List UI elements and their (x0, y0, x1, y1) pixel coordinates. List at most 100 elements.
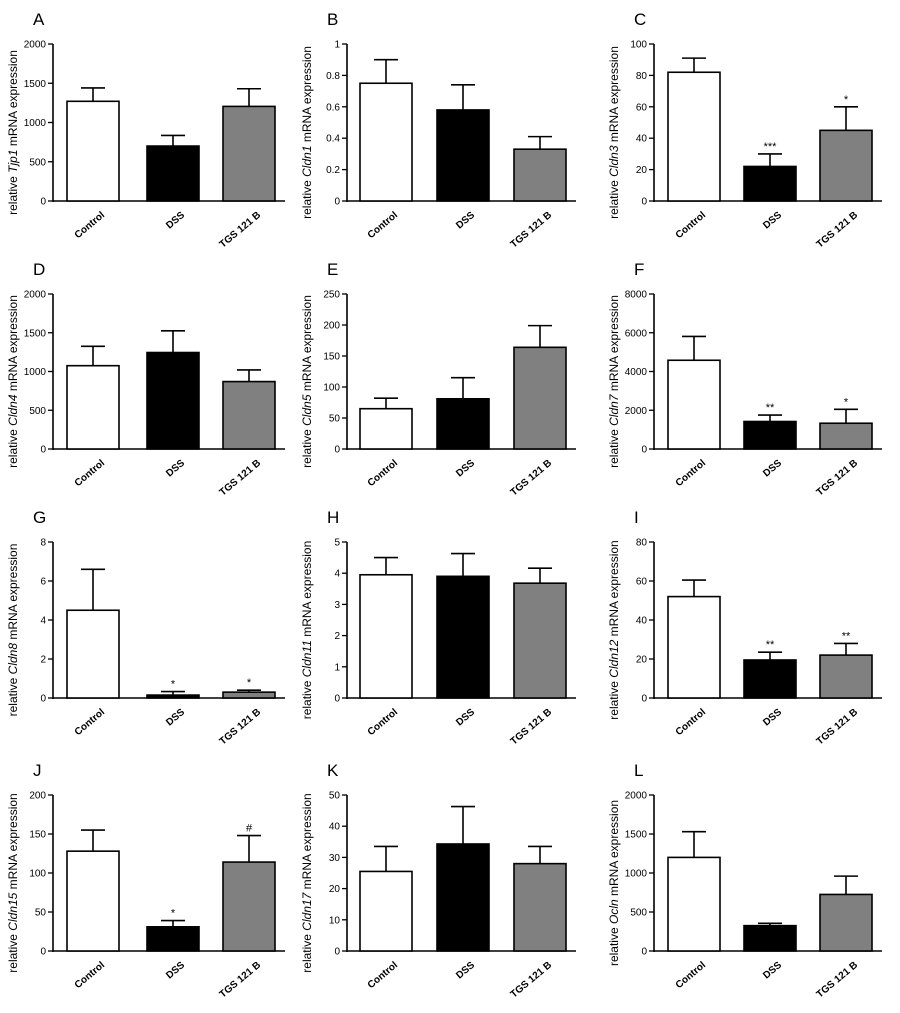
significance-mark: * (171, 679, 176, 691)
category-label: TGS 121 B (218, 458, 263, 499)
significance-mark: * (844, 94, 849, 106)
y-axis-label: relative Tjp1 mRNA expression (6, 50, 20, 215)
y-tick-label: 0.2 (326, 165, 340, 176)
y-tick-label: 150 (29, 830, 46, 841)
y-tick-label: 0 (641, 197, 647, 208)
bar-tgs-121-b (222, 105, 276, 202)
category-label: DSS (454, 458, 477, 480)
category-label: DSS (454, 707, 477, 729)
y-tick-label: 0 (641, 445, 647, 456)
y-tick-label: 2000 (625, 791, 648, 802)
y-tick-label: 1 (334, 40, 340, 51)
bar-control (667, 71, 721, 202)
gene-name: Cldn8 (6, 643, 20, 675)
category-label: TGS 121 B (815, 960, 860, 1001)
gene-name: Cldn17 (300, 891, 314, 930)
y-tick-label: 60 (636, 577, 648, 588)
panel-d: D 0 500 1000 1500 2000 relative Cldn4 mRNA exp… (6, 260, 285, 498)
y-tick-label: 4 (40, 616, 46, 627)
y-axis-label: relative Cldn15 mRNA expression (6, 793, 20, 972)
category-label: DSS (761, 707, 784, 729)
panel-l: L 0 500 1000 1500 2000 relative Ocln mRNA expr… (607, 761, 882, 1000)
panel-letter: L (634, 761, 643, 780)
panel-letter: I (634, 508, 639, 527)
y-tick-label: 6 (40, 577, 46, 588)
y-axis-label: relative Cldn8 mRNA expression (6, 544, 20, 717)
category-label: Control (366, 210, 400, 241)
gene-name: Cldn12 (607, 639, 621, 677)
category-label: TGS 121 B (218, 960, 263, 1001)
bar-dss (146, 926, 200, 952)
bar-dss (146, 145, 200, 202)
y-axis-label: relative Cldn1 mRNA expression (300, 46, 314, 219)
category-label: Control (73, 707, 107, 738)
y-tick-label: 2 (334, 631, 340, 642)
y-tick-label: 100 (323, 383, 340, 394)
y-tick-label: 40 (636, 134, 648, 145)
y-axis-label: relative Cldn3 mRNA expression (607, 46, 621, 219)
y-tick-label: 1500 (24, 328, 47, 339)
bar-control (66, 364, 120, 450)
category-label: TGS 121 B (815, 210, 860, 251)
y-tick-label: 1 (334, 662, 340, 673)
y-tick-label: 2 (40, 655, 46, 666)
y-tick-label: 4000 (625, 367, 648, 378)
panel-letter: E (327, 260, 338, 279)
panel-letter: H (327, 508, 339, 527)
bar-dss (743, 924, 797, 952)
panel-h: H 0 1 2 3 4 5 relative Cldn11 mRNA expression Co… (300, 508, 576, 747)
y-tick-label: 0 (40, 694, 46, 705)
bar-tgs-121-b (819, 654, 873, 699)
category-label: Control (674, 458, 708, 489)
y-axis-label: relative Cldn7 mRNA expression (607, 295, 621, 468)
panel-letter: B (327, 10, 338, 29)
y-tick-label: 1000 (625, 869, 648, 880)
significance-mark: * (247, 677, 252, 689)
bar-control (66, 100, 120, 202)
y-tick-label: 40 (636, 616, 648, 627)
y-tick-label: 0 (641, 694, 647, 705)
category-label: DSS (761, 458, 784, 480)
bar-dss (436, 397, 490, 450)
y-tick-label: 20 (636, 655, 648, 666)
gene-name: Tjp1 (6, 150, 20, 173)
panel-f: F 0 2000 4000 6000 8000 relative Cldn7 mRNA ex… (607, 260, 882, 498)
panel-letter: K (327, 761, 339, 780)
gene-name: Cldn4 (6, 394, 20, 426)
y-tick-label: 1500 (625, 830, 648, 841)
y-tick-label: 0 (334, 694, 340, 705)
significance-mark: ** (766, 402, 775, 414)
panel-g: G 0 2 4 6 8 relative Cldn8 mRNA expression Cont… (6, 508, 285, 747)
bar-tgs-121-b (513, 148, 567, 202)
bar-tgs-121-b (222, 861, 276, 952)
y-tick-label: 500 (29, 406, 46, 417)
bar-dss (743, 659, 797, 699)
category-label: DSS (164, 210, 187, 232)
panel-letter: A (33, 10, 45, 29)
category-label: TGS 121 B (509, 960, 554, 1001)
category-label: TGS 121 B (815, 458, 860, 499)
significance-mark: * (844, 396, 849, 408)
panel-b: B 0 0.2 0.4 0.6 0.8 1 relative Cldn1 mRNA expre… (300, 10, 576, 250)
y-tick-label: 50 (329, 791, 341, 802)
y-tick-label: 1000 (24, 367, 47, 378)
category-label: Control (73, 210, 107, 241)
bar-control (667, 595, 721, 699)
category-label: DSS (164, 458, 187, 480)
bar-control (667, 856, 721, 952)
y-tick-label: 0 (40, 947, 46, 958)
y-tick-label: 150 (323, 352, 340, 363)
bar-dss (436, 109, 490, 202)
bar-tgs-121-b (513, 346, 567, 450)
significance-mark: * (171, 908, 176, 920)
category-label: TGS 121 B (509, 707, 554, 748)
category-label: TGS 121 B (218, 707, 263, 748)
y-tick-label: 0 (641, 947, 647, 958)
panel-j: J 0 50 100 150 200 relative Cldn15 mRNA expres… (6, 761, 285, 1000)
y-tick-label: 8000 (625, 290, 648, 301)
y-tick-label: 0 (40, 445, 46, 456)
y-tick-label: 10 (329, 915, 341, 926)
bar-tgs-121-b (513, 862, 567, 952)
y-tick-label: 100 (630, 40, 647, 51)
